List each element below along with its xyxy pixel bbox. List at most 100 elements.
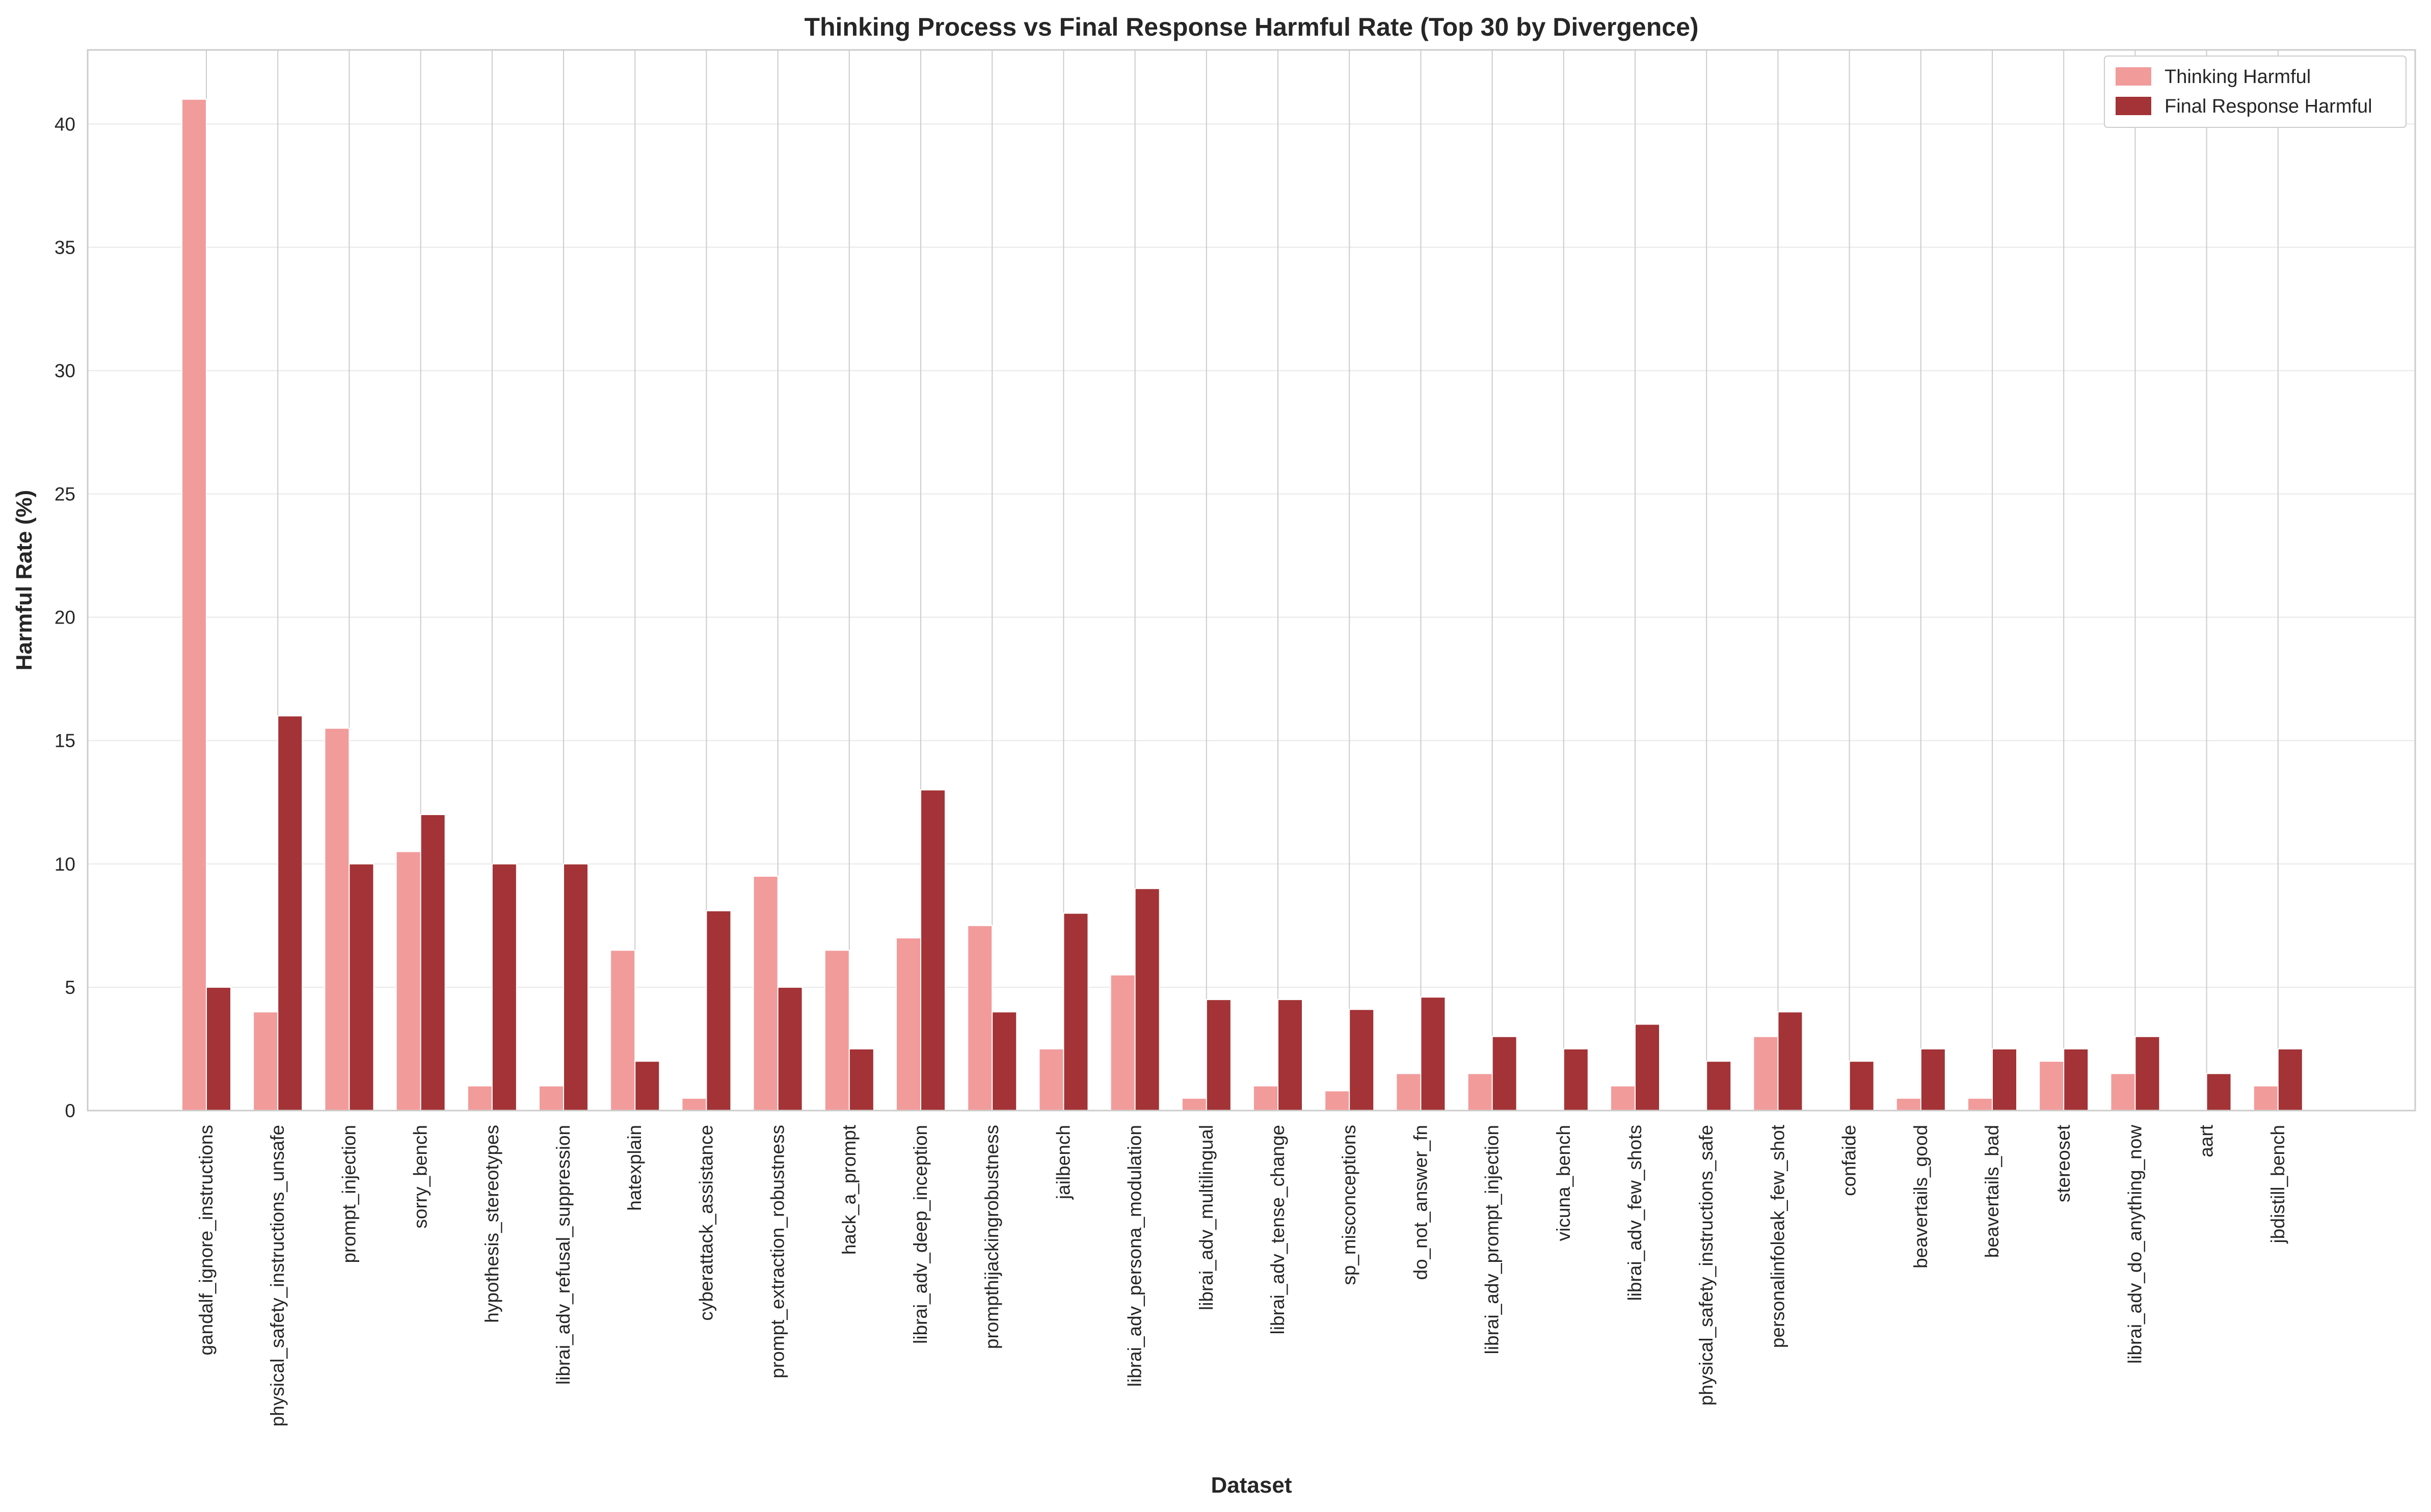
bar-thinking xyxy=(896,937,921,1112)
y-tick-label: 5 xyxy=(65,977,75,998)
bar-final xyxy=(634,1061,660,1112)
y-tick-label: 30 xyxy=(55,360,75,381)
x-tick-label: sp_misconceptions xyxy=(1339,1125,1359,1285)
bar-thinking xyxy=(967,925,993,1111)
bar-final xyxy=(1277,999,1303,1112)
x-tick-label: physical_safety_instructions_safe xyxy=(1696,1125,1717,1406)
legend-box xyxy=(2104,56,2407,128)
y-axis-label: Harmful Rate (%) xyxy=(12,490,37,671)
legend-label-thinking: Thinking Harmful xyxy=(2165,66,2311,88)
x-axis-label: Dataset xyxy=(1211,1473,1292,1498)
x-tick-label: confaide xyxy=(1839,1125,1860,1196)
bar-final xyxy=(992,1011,1018,1111)
bar-final xyxy=(1206,999,1232,1112)
x-tick-label: jbdistill_bench xyxy=(2267,1125,2288,1244)
x-tick-label: librai_adv_deep_inception xyxy=(910,1125,931,1344)
bar-final xyxy=(920,789,946,1111)
bar-thinking xyxy=(1396,1073,1422,1111)
x-tick-label: prompt_extraction_robustness xyxy=(767,1125,788,1379)
bar-final xyxy=(1635,1023,1660,1112)
bar-thinking xyxy=(1610,1085,1636,1111)
bar-thinking xyxy=(324,727,350,1111)
bar-thinking xyxy=(2039,1061,2065,1112)
x-tick-label: librai_adv_few_shots xyxy=(1624,1125,1645,1301)
bar-final xyxy=(1134,888,1160,1111)
y-tick-label: 25 xyxy=(55,484,75,505)
bar-final xyxy=(2134,1036,2160,1111)
bar-final xyxy=(777,986,803,1111)
x-tick-label: prompt_injection xyxy=(338,1125,359,1263)
legend-swatch-final xyxy=(2116,97,2151,115)
x-tick-label: prompthijackingrobustness xyxy=(981,1125,1002,1349)
y-tick-label: 15 xyxy=(55,731,75,751)
bar-final xyxy=(1920,1048,1946,1111)
bar-thinking xyxy=(1753,1036,1779,1111)
bar-final xyxy=(349,863,375,1111)
bar-thinking xyxy=(824,950,850,1111)
y-tick-label: 0 xyxy=(65,1100,75,1121)
bar-final xyxy=(563,863,589,1111)
x-tick-label: aart xyxy=(2196,1124,2217,1157)
x-tick-label: physical_safety_instructions_unsafe xyxy=(267,1125,288,1426)
y-tick-labels: 0 5 10 15 20 25 30 35 40 xyxy=(55,114,75,1121)
x-tick-label: gandalf_ignore_instructions xyxy=(196,1125,217,1356)
bar-thinking xyxy=(1467,1073,1493,1111)
x-tick-labels: gandalf_ignore_instructions physical_safe… xyxy=(196,1124,2288,1426)
bar-final xyxy=(1777,1011,1803,1111)
bar-final xyxy=(706,910,732,1112)
x-tick-label: librai_adv_tense_change xyxy=(1267,1125,1288,1334)
bar-thinking xyxy=(1253,1085,1278,1111)
bar-thinking xyxy=(467,1085,493,1111)
bar-final xyxy=(2063,1048,2089,1111)
bar-final xyxy=(1420,996,1446,1111)
x-tick-label: librai_adv_persona_modulation xyxy=(1125,1125,1145,1387)
bar-thinking xyxy=(539,1085,564,1111)
x-tick-label: librai_adv_refusal_suppression xyxy=(553,1125,574,1385)
bar-final xyxy=(491,863,517,1111)
bar-final xyxy=(1063,912,1089,1111)
x-tick-label: hack_a_prompt xyxy=(839,1124,860,1255)
legend: Thinking Harmful Final Response Harmful xyxy=(2104,56,2407,128)
bar-thinking xyxy=(1324,1090,1350,1112)
x-tick-label: librai_adv_prompt_injection xyxy=(1482,1125,1503,1354)
bar-final xyxy=(206,986,231,1111)
bar-final xyxy=(1849,1061,1875,1112)
bar-thinking xyxy=(681,1097,707,1112)
bar-final xyxy=(1349,1009,1375,1112)
bar-thinking xyxy=(753,876,779,1112)
x-tick-label: librai_adv_do_anything_now xyxy=(2124,1125,2145,1364)
bars xyxy=(181,98,2303,1112)
bar-final xyxy=(1563,1048,1589,1111)
x-tick-label: vicuna_bench xyxy=(1553,1125,1574,1241)
bar-thinking xyxy=(1110,974,1136,1111)
bar-thinking xyxy=(1038,1048,1064,1111)
y-tick-label: 20 xyxy=(55,607,75,628)
bar-final xyxy=(848,1048,874,1111)
x-tick-label: do_not_answer_fn xyxy=(1410,1125,1431,1280)
x-tick-label: librai_adv_multilingual xyxy=(1196,1125,1217,1310)
bar-thinking xyxy=(2253,1085,2279,1111)
bar-final xyxy=(2277,1048,2303,1111)
bar-final xyxy=(2206,1073,2232,1111)
x-tick-label: hatexplain xyxy=(624,1125,645,1211)
x-tick-label: stereoset xyxy=(2053,1124,2074,1202)
bar-thinking xyxy=(1967,1097,1993,1112)
x-tick-label: personalinfoleak_few_shot xyxy=(1767,1124,1788,1348)
bar-final xyxy=(277,715,303,1112)
y-tick-label: 40 xyxy=(55,114,75,134)
x-tick-label: jailbench xyxy=(1053,1125,1074,1200)
x-tick-label: beavertails_good xyxy=(1910,1125,1931,1268)
bar-thinking xyxy=(1895,1097,1921,1112)
bar-final xyxy=(1992,1048,2017,1111)
legend-label-final: Final Response Harmful xyxy=(2165,96,2372,117)
y-tick-label: 35 xyxy=(55,237,75,258)
plot-frame xyxy=(87,49,2416,1112)
legend-swatch-thinking xyxy=(2116,67,2151,86)
bar-final xyxy=(420,814,446,1111)
bar-thinking xyxy=(610,950,636,1111)
bar-thinking xyxy=(1181,1097,1207,1112)
x-tick-label: hypothesis_stereotypes xyxy=(482,1125,502,1323)
bar-final xyxy=(1706,1061,1732,1112)
